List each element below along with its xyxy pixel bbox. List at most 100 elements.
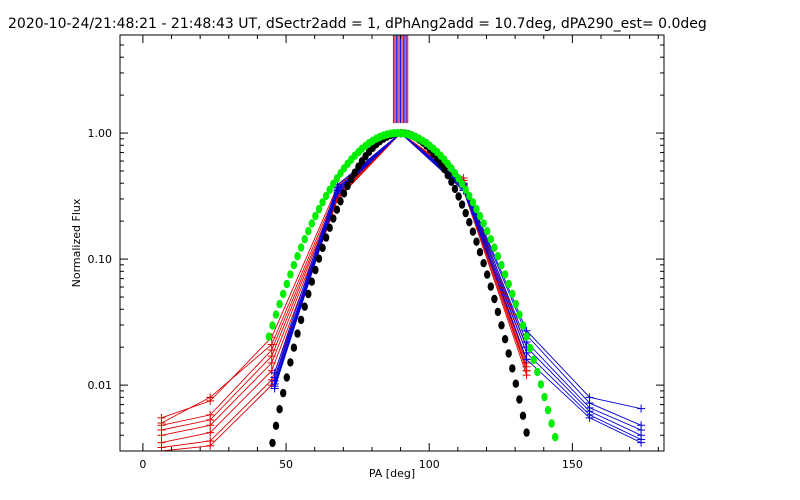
model-point (462, 185, 469, 194)
model-point (484, 227, 491, 236)
model-point (294, 329, 301, 338)
model-point (294, 252, 301, 261)
model-point (344, 181, 351, 191)
model-point (283, 279, 290, 289)
model-point (487, 235, 494, 244)
model-point (333, 205, 341, 214)
model-point (469, 227, 477, 236)
model-point (498, 260, 505, 270)
model-point (272, 421, 280, 430)
model-point (480, 259, 487, 268)
model-point (526, 343, 534, 353)
data-point-marker (522, 355, 531, 364)
model-point (301, 235, 308, 244)
data-point-marker (637, 404, 646, 413)
model-point (519, 411, 527, 420)
model-curves-group (265, 128, 559, 448)
data-point-marker (270, 384, 279, 393)
model-point (537, 380, 545, 389)
model-point (269, 438, 276, 448)
model-point (301, 302, 308, 311)
model-point (458, 179, 466, 189)
model-point (444, 171, 451, 180)
model-point (491, 243, 498, 252)
model-point (312, 265, 319, 275)
model-point (322, 233, 330, 242)
model-point (315, 254, 323, 263)
model-point (523, 332, 530, 341)
x-axis: 0 50 100 150 (139, 35, 659, 471)
model-point (473, 237, 480, 246)
model-point (272, 310, 280, 319)
model-point (280, 289, 287, 299)
data-point-marker (157, 447, 166, 451)
data-point-marker (206, 428, 215, 437)
model-point (305, 289, 312, 299)
model-point (319, 243, 326, 253)
model-point (458, 200, 466, 209)
model-point (340, 189, 348, 198)
model-point (283, 373, 290, 382)
model-point (308, 277, 315, 286)
model-point (330, 179, 337, 189)
data-point-marker (206, 393, 215, 402)
model-point (305, 227, 312, 236)
model-point (322, 191, 330, 201)
model-point (501, 335, 509, 344)
x-tick-label: 0 (139, 458, 146, 471)
data-point-marker (206, 421, 215, 430)
model-point (505, 349, 512, 358)
model-point (530, 355, 537, 365)
model-point (523, 428, 530, 437)
x-tick-label: 50 (279, 458, 293, 471)
model-point (509, 289, 516, 299)
plot-frame (119, 34, 665, 452)
model-point (315, 204, 323, 214)
x-tick-label: 100 (419, 458, 440, 471)
model-point (276, 299, 283, 309)
model-point (466, 218, 473, 227)
model-point (487, 282, 494, 291)
model-point (287, 270, 294, 279)
x-tick-label: 150 (562, 458, 583, 471)
model-point (534, 367, 541, 377)
x-axis-label: PA [deg] (369, 467, 415, 480)
model-point (494, 307, 502, 317)
model-point (480, 219, 487, 228)
data-point-marker (333, 189, 342, 198)
data-point-marker (637, 438, 646, 447)
model-point (552, 432, 559, 442)
y-axis-label: Normalized Flux (70, 198, 83, 287)
model-point (351, 168, 358, 177)
model-point (512, 379, 519, 388)
data-point-marker (585, 413, 594, 422)
vertical-lines-group (392, 35, 409, 124)
model-point (494, 252, 502, 261)
model-point (455, 192, 462, 201)
model-point (498, 321, 505, 330)
plot-area (157, 35, 646, 451)
data-point-marker (522, 371, 531, 380)
model-point (451, 184, 459, 194)
data-point-marker (206, 441, 215, 450)
model-point (544, 405, 552, 415)
model-point (312, 211, 319, 221)
model-point (297, 315, 305, 325)
model-point (501, 270, 509, 279)
model-point (326, 185, 333, 194)
y-tick-label: 1.00 (88, 127, 113, 140)
model-point (280, 388, 287, 398)
model-point (509, 364, 516, 373)
data-point-marker (157, 431, 166, 440)
model-point (448, 177, 455, 186)
model-point (476, 211, 484, 221)
model-point (541, 392, 548, 402)
model-point (326, 223, 333, 232)
model-point (505, 279, 512, 289)
model-point (265, 332, 273, 341)
model-point (484, 270, 491, 279)
y-axis: 0.01 0.10 1.00 (88, 34, 664, 452)
model-point (476, 248, 484, 257)
model-point (276, 405, 283, 414)
